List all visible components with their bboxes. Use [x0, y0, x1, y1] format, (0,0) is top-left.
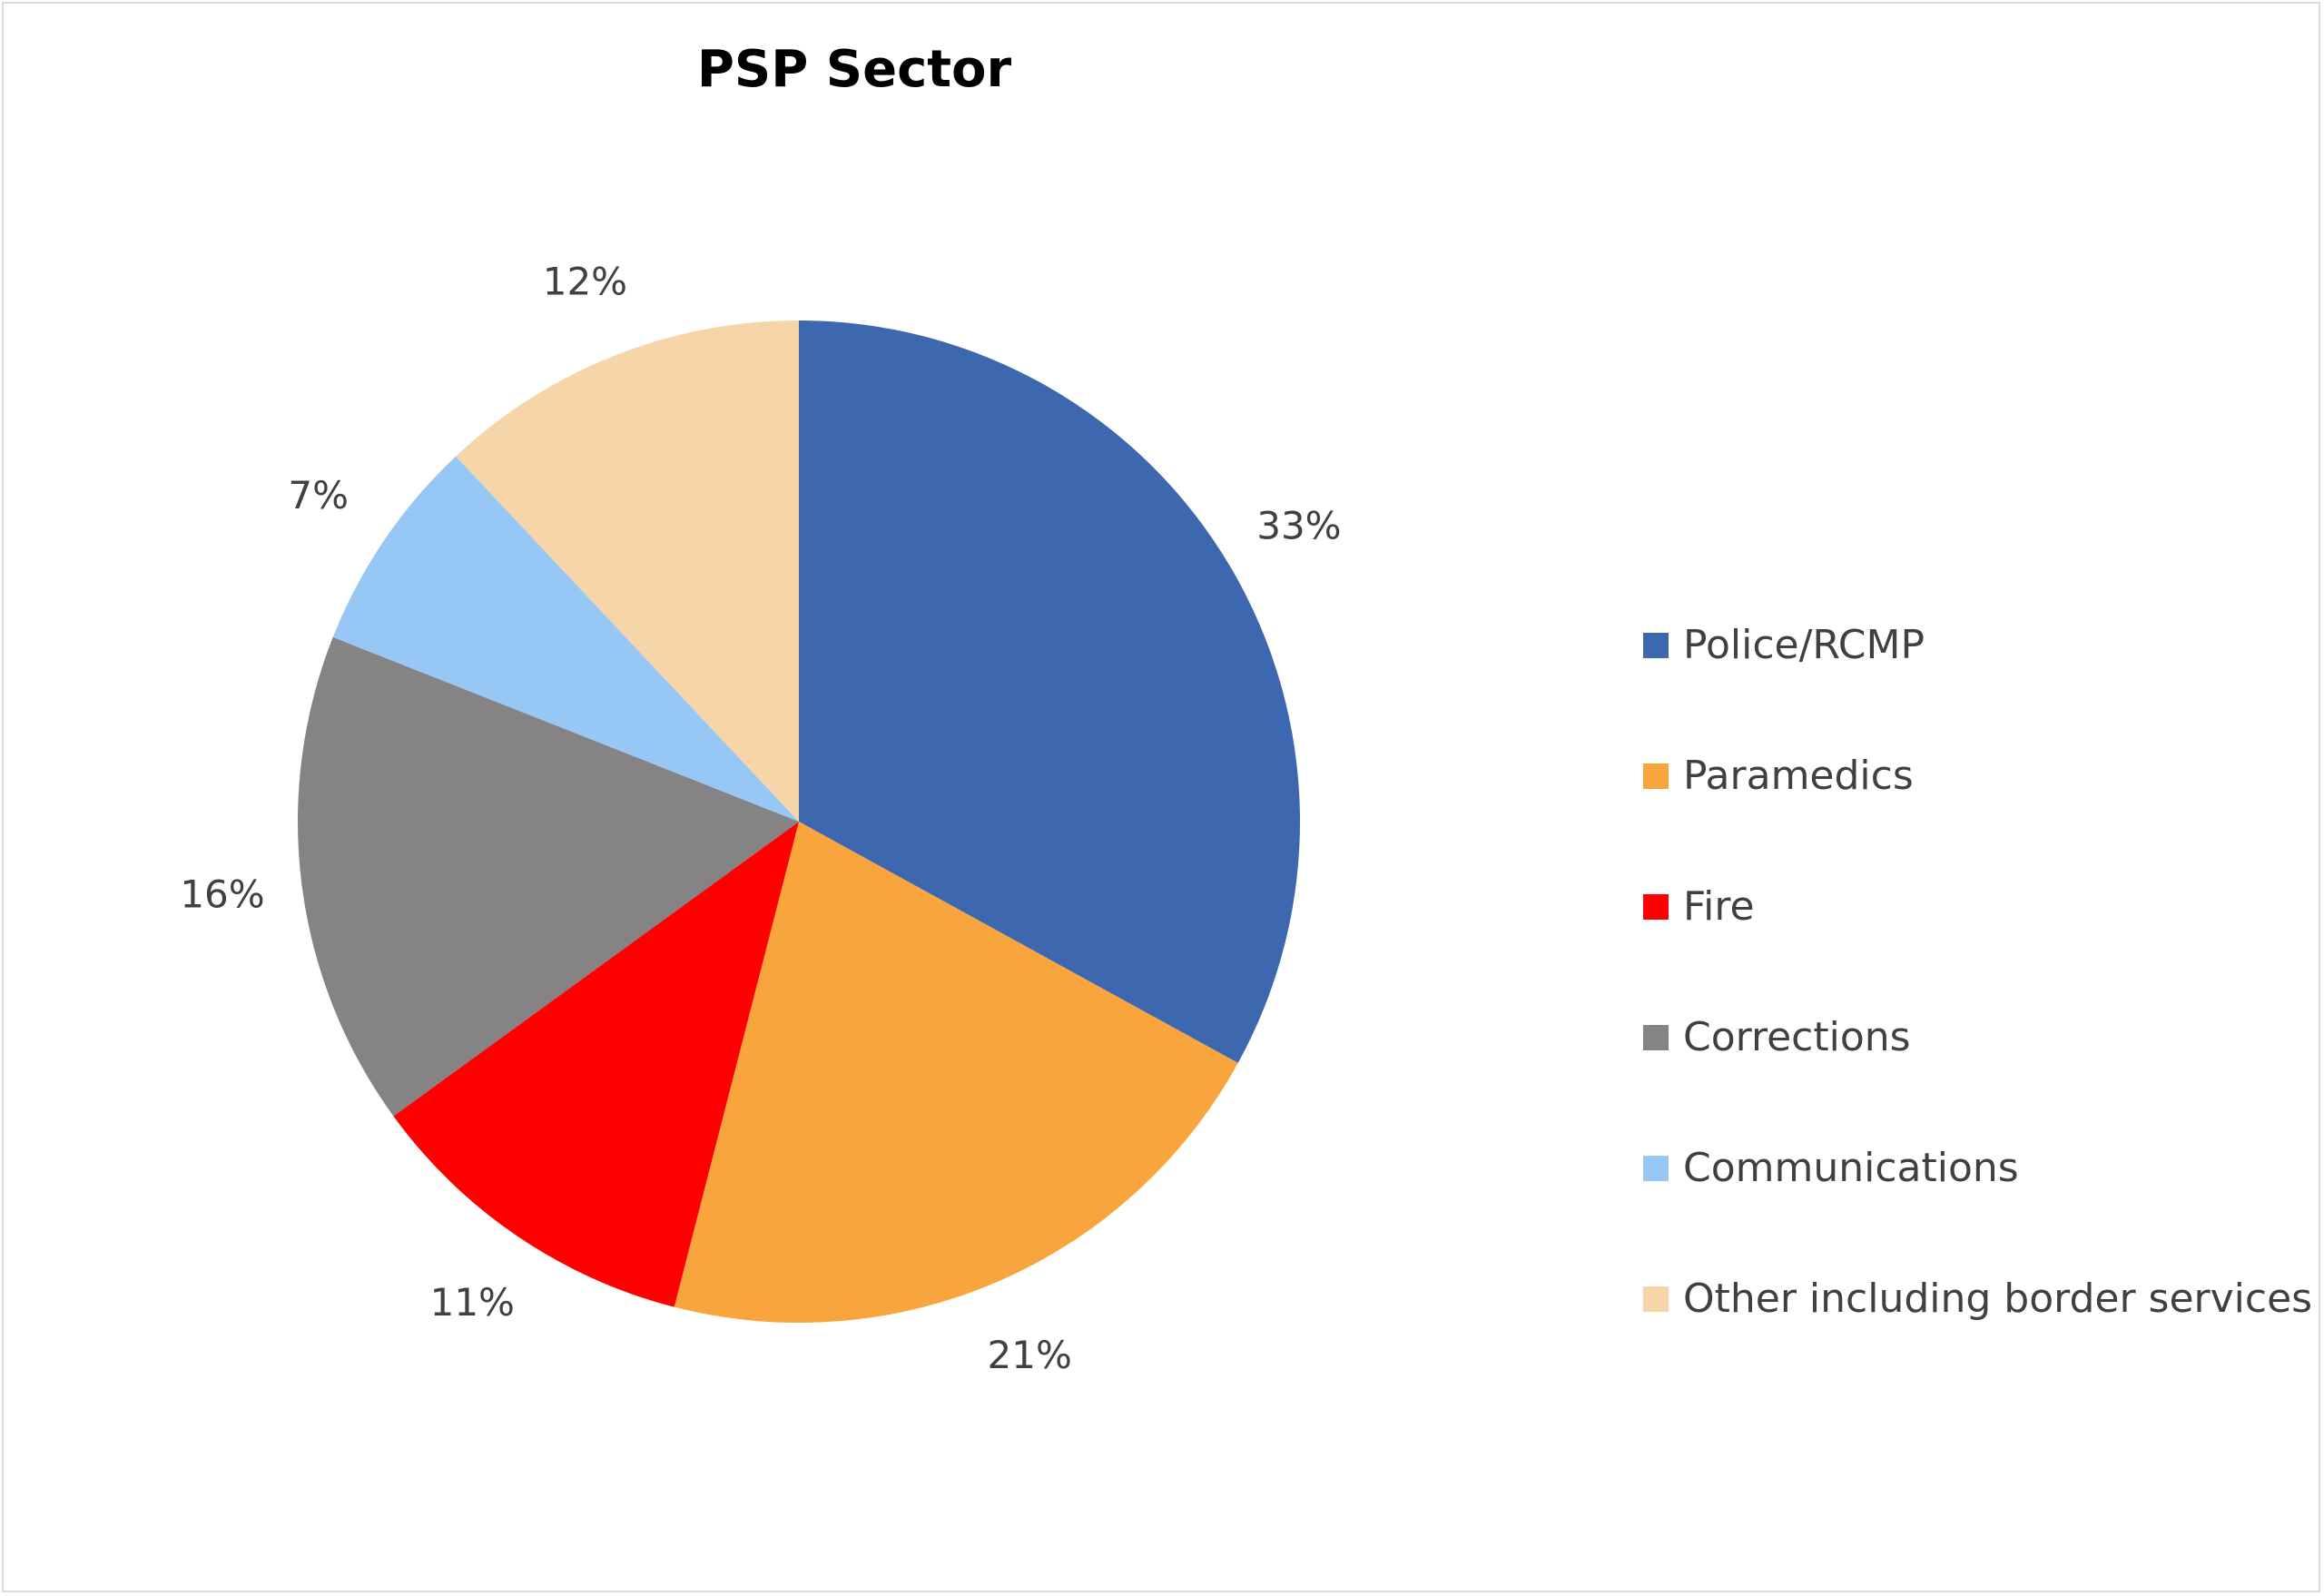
chart-title: PSP Sector [696, 40, 1012, 99]
legend-swatch [1643, 633, 1669, 658]
legend-item-fire: Fire [1643, 879, 2312, 1010]
legend-label: Police/RCMP [1683, 622, 1925, 668]
data-label-police-rcmp: 33% [1256, 504, 1341, 548]
pie-slice-other-including-border-services [456, 320, 799, 822]
pie-slice-police-rcmp [799, 320, 1300, 1063]
pie-slice-fire [393, 822, 799, 1307]
legend-label: Paramedics [1683, 753, 1914, 799]
legend-swatch [1643, 764, 1669, 789]
legend-swatch [1643, 1156, 1669, 1181]
data-label-paramedics: 21% [988, 1333, 1072, 1377]
legend-item-communications: Communications [1643, 1140, 2312, 1271]
legend-label: Communications [1683, 1145, 2019, 1191]
legend-label: Fire [1683, 883, 1755, 930]
legend-label: Corrections [1683, 1014, 1911, 1060]
data-label-communications: 7% [288, 473, 349, 517]
pie-slice-paramedics [674, 822, 1238, 1324]
pie-slice-communications [332, 456, 799, 822]
data-label-fire: 11% [430, 1280, 515, 1325]
legend-item-corrections: Corrections [1643, 1010, 2312, 1140]
legend-item-paramedics: Paramedics [1643, 748, 2312, 879]
chart-legend: Police/RCMP Paramedics Fire Corrections Comm… [1643, 617, 2312, 1402]
legend-item-other-including-border-services: Other including border services [1643, 1271, 2312, 1402]
pie-slice-corrections [297, 636, 799, 1117]
legend-item-police-rcmp: Police/RCMP [1643, 617, 2312, 748]
legend-swatch [1643, 894, 1669, 920]
legend-swatch [1643, 1025, 1669, 1050]
legend-label: Other including border services [1683, 1276, 2313, 1322]
data-label-other-including-border-services: 12% [543, 259, 627, 303]
data-label-corrections: 16% [180, 872, 264, 917]
legend-swatch [1643, 1286, 1669, 1312]
